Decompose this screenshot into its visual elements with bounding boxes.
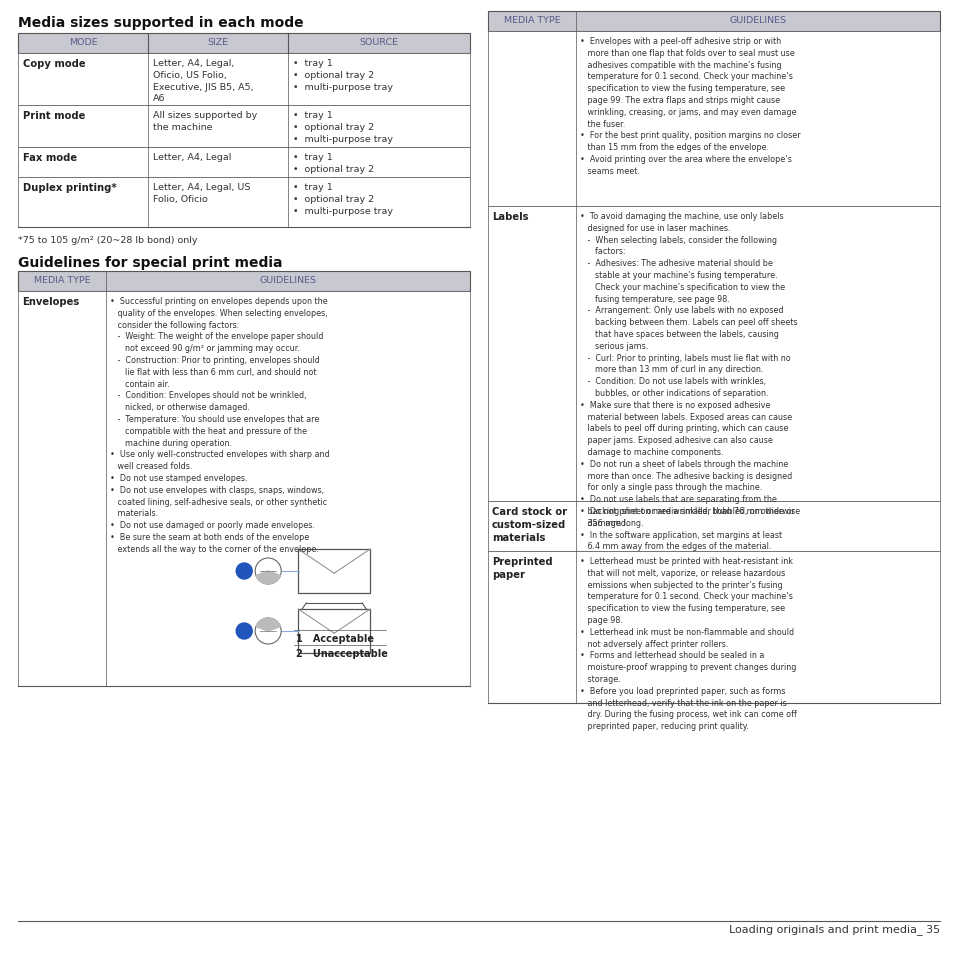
Circle shape [236,563,252,579]
Text: MEDIA TYPE: MEDIA TYPE [33,275,91,285]
Bar [488,207,939,501]
Text: SIZE: SIZE [207,38,229,47]
Bar [18,34,470,54]
Text: •  tray 1
•  optional tray 2
•  multi-purpose tray: • tray 1 • optional tray 2 • multi-purpo… [293,183,393,215]
Text: MODE: MODE [69,38,97,47]
Text: •  Successful printing on envelopes depends upon the
   quality of the envelopes: • Successful printing on envelopes depen… [110,296,330,554]
Text: GUIDELINES: GUIDELINES [729,16,785,25]
Bar [298,550,370,594]
Bar [18,54,470,106]
Text: Duplex printing*: Duplex printing* [23,183,116,193]
Bar [18,178,470,228]
Text: Card stock or
custom-sized
materials: Card stock or custom-sized materials [492,506,566,543]
Text: *75 to 105 g/m² (20~28 lb bond) only: *75 to 105 g/m² (20~28 lb bond) only [18,235,197,245]
Bar [488,552,939,703]
Text: 1: 1 [241,567,247,576]
Text: •  To avoid damaging the machine, use only labels
   designed for use in laser m: • To avoid damaging the machine, use onl… [579,212,800,527]
Text: Preprinted
paper: Preprinted paper [492,557,552,579]
Bar [18,292,470,686]
Text: Letter, A4, Legal: Letter, A4, Legal [152,152,232,162]
Text: •  tray 1
•  optional tray 2
•  multi-purpose tray: • tray 1 • optional tray 2 • multi-purpo… [293,59,393,91]
Wedge shape [255,572,280,584]
Text: Labels: Labels [492,212,528,222]
Text: Fax mode: Fax mode [23,152,77,163]
Text: 2: 2 [241,627,247,636]
Text: All sizes supported by
the machine: All sizes supported by the machine [152,111,257,132]
Circle shape [255,558,281,584]
Text: Loading originals and print media_ 35: Loading originals and print media_ 35 [728,923,939,934]
Text: Letter, A4, Legal,
Oficio, US Folio,
Executive, JIS B5, A5,
A6: Letter, A4, Legal, Oficio, US Folio, Exe… [152,59,253,103]
Circle shape [255,618,281,644]
Bar [488,32,939,207]
Text: Copy mode: Copy mode [23,59,86,69]
Text: 2   Unacceptable: 2 Unacceptable [295,648,388,659]
Text: •  Letterhead must be printed with heat-resistant ink
   that will not melt, vap: • Letterhead must be printed with heat-r… [579,557,796,730]
Bar [298,609,370,654]
Text: •  Do not print on media smaller than 76 mm wide or
   356 mm long.
•  In the so: • Do not print on media smaller than 76 … [579,506,794,551]
Wedge shape [255,618,280,631]
Bar [18,148,470,178]
Text: 1   Acceptable: 1 Acceptable [295,634,374,643]
Text: •  tray 1
•  optional tray 2: • tray 1 • optional tray 2 [293,152,374,173]
Text: GUIDELINES: GUIDELINES [259,275,316,285]
Text: Media sizes supported in each mode: Media sizes supported in each mode [18,16,303,30]
Bar [18,272,470,292]
Text: •  Envelopes with a peel-off adhesive strip or with
   more than one flap that f: • Envelopes with a peel-off adhesive str… [579,37,800,175]
Text: Letter, A4, Legal, US
Folio, Oficio: Letter, A4, Legal, US Folio, Oficio [152,183,250,204]
Bar [488,501,939,552]
Text: Guidelines for special print media: Guidelines for special print media [18,255,282,270]
Text: Envelopes: Envelopes [22,296,79,307]
Bar [488,12,939,32]
Text: MEDIA TYPE: MEDIA TYPE [503,16,559,25]
Text: Print mode: Print mode [23,111,85,121]
Circle shape [236,623,252,639]
Bar [18,106,470,148]
Text: SOURCE: SOURCE [359,38,398,47]
Text: •  tray 1
•  optional tray 2
•  multi-purpose tray: • tray 1 • optional tray 2 • multi-purpo… [293,111,393,144]
